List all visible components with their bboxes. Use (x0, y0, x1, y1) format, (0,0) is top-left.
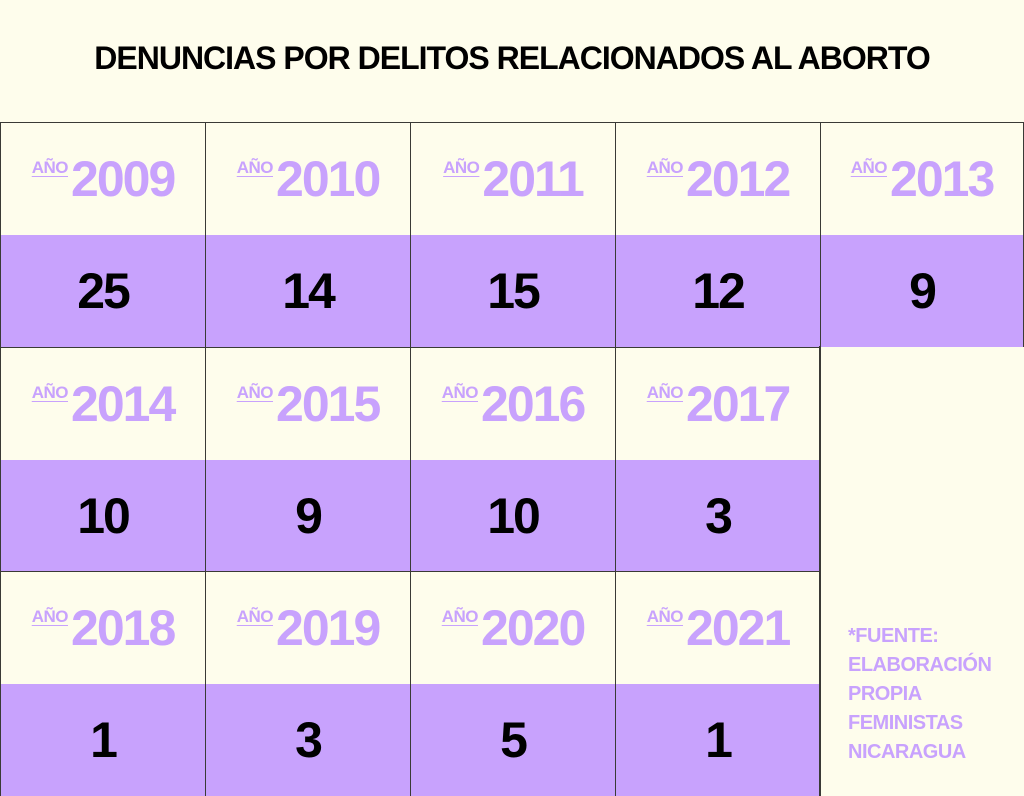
value-label: 10 (1, 459, 205, 572)
year-label: 2019 (276, 600, 381, 656)
table-cell: AÑO 2011 15 (410, 122, 616, 347)
year-prefix: AÑO (646, 382, 684, 402)
table-cell: AÑO 2009 25 (0, 122, 206, 347)
year-prefix: AÑO (31, 158, 69, 177)
table-cell: AÑO 2015 9 (205, 346, 411, 572)
divider (819, 346, 820, 796)
year-prefix: AÑO (646, 158, 684, 177)
source-line: PROPIA (848, 683, 922, 705)
value-label: 10 (411, 459, 615, 572)
table-cell: AÑO 2012 12 (615, 122, 821, 347)
year-header: AÑO 2013 (821, 123, 1023, 235)
value-label: 9 (206, 459, 410, 572)
value-label: 5 (411, 684, 615, 796)
source-line: *FUENTE: (848, 625, 939, 647)
value-label: 9 (821, 235, 1023, 347)
year-header: AÑO 2011 (411, 123, 615, 235)
year-label: 2018 (71, 600, 176, 656)
year-header: AÑO 2020 (411, 572, 615, 684)
year-header: AÑO 2021 (616, 572, 820, 684)
year-header: AÑO 2014 (1, 347, 205, 460)
year-prefix: AÑO (236, 382, 274, 402)
table-cell: AÑO 2013 9 (820, 122, 1024, 347)
table-cell: AÑO 2021 1 (615, 571, 821, 796)
table-cell: AÑO 2014 10 (0, 346, 206, 572)
year-header: AÑO 2015 (206, 347, 410, 460)
table-cell: AÑO 2019 3 (205, 571, 411, 796)
year-header: AÑO 2012 (616, 123, 820, 235)
value-label: 3 (206, 684, 410, 796)
year-prefix: AÑO (31, 607, 69, 626)
year-prefix: AÑO (850, 158, 888, 177)
year-prefix: AÑO (441, 607, 479, 626)
table-cell: AÑO 2018 1 (0, 571, 206, 796)
value-label: 3 (616, 459, 820, 572)
source-line: NICARAGUA (848, 741, 966, 763)
year-label: 2015 (276, 375, 381, 432)
table-cell: AÑO 2017 3 (615, 346, 821, 572)
year-label: 2021 (686, 600, 791, 656)
year-label: 2013 (890, 151, 995, 207)
value-label: 1 (1, 684, 205, 796)
year-label: 2014 (71, 375, 176, 432)
year-header: AÑO 2010 (206, 123, 410, 235)
year-header: AÑO 2017 (616, 347, 820, 460)
year-prefix: AÑO (236, 158, 274, 177)
table-cell: AÑO 2010 14 (205, 122, 411, 347)
year-label: 2009 (71, 151, 176, 207)
table-cell: AÑO 2020 5 (410, 571, 616, 796)
year-prefix: AÑO (646, 607, 684, 626)
year-header: AÑO 2019 (206, 572, 410, 684)
year-label: 2020 (481, 600, 586, 656)
source-line: ELABORACIÓN (848, 654, 992, 676)
year-prefix: AÑO (443, 158, 480, 177)
chart-title: DENUNCIAS POR DELITOS RELACIONADOS AL AB… (94, 40, 930, 76)
year-header: AÑO 2018 (1, 572, 205, 684)
value-label: 14 (206, 235, 410, 347)
year-header: AÑO 2009 (1, 123, 205, 235)
year-label: 2011 (482, 151, 584, 207)
year-label: 2012 (686, 151, 791, 207)
value-label: 12 (616, 235, 820, 347)
table-cell: AÑO 2016 10 (410, 346, 616, 572)
value-label: 15 (411, 235, 615, 347)
year-label: 2016 (481, 375, 586, 432)
year-label: 2010 (276, 151, 381, 207)
year-prefix: AÑO (236, 607, 274, 626)
value-label: 25 (1, 235, 205, 347)
source-line: FEMINISTAS (848, 712, 963, 734)
year-prefix: AÑO (31, 382, 69, 402)
year-prefix: AÑO (441, 382, 479, 402)
year-label: 2017 (686, 375, 791, 432)
value-label: 1 (616, 684, 820, 796)
data-table: AÑO 2009 25 AÑO 2010 14 AÑO 2011 15 AÑO 2012 12… (0, 122, 1024, 796)
year-header: AÑO 2016 (411, 347, 615, 460)
source-note: *FUENTE: ELABORACIÓN PROPIA FEMINISTAS N… (848, 622, 992, 767)
